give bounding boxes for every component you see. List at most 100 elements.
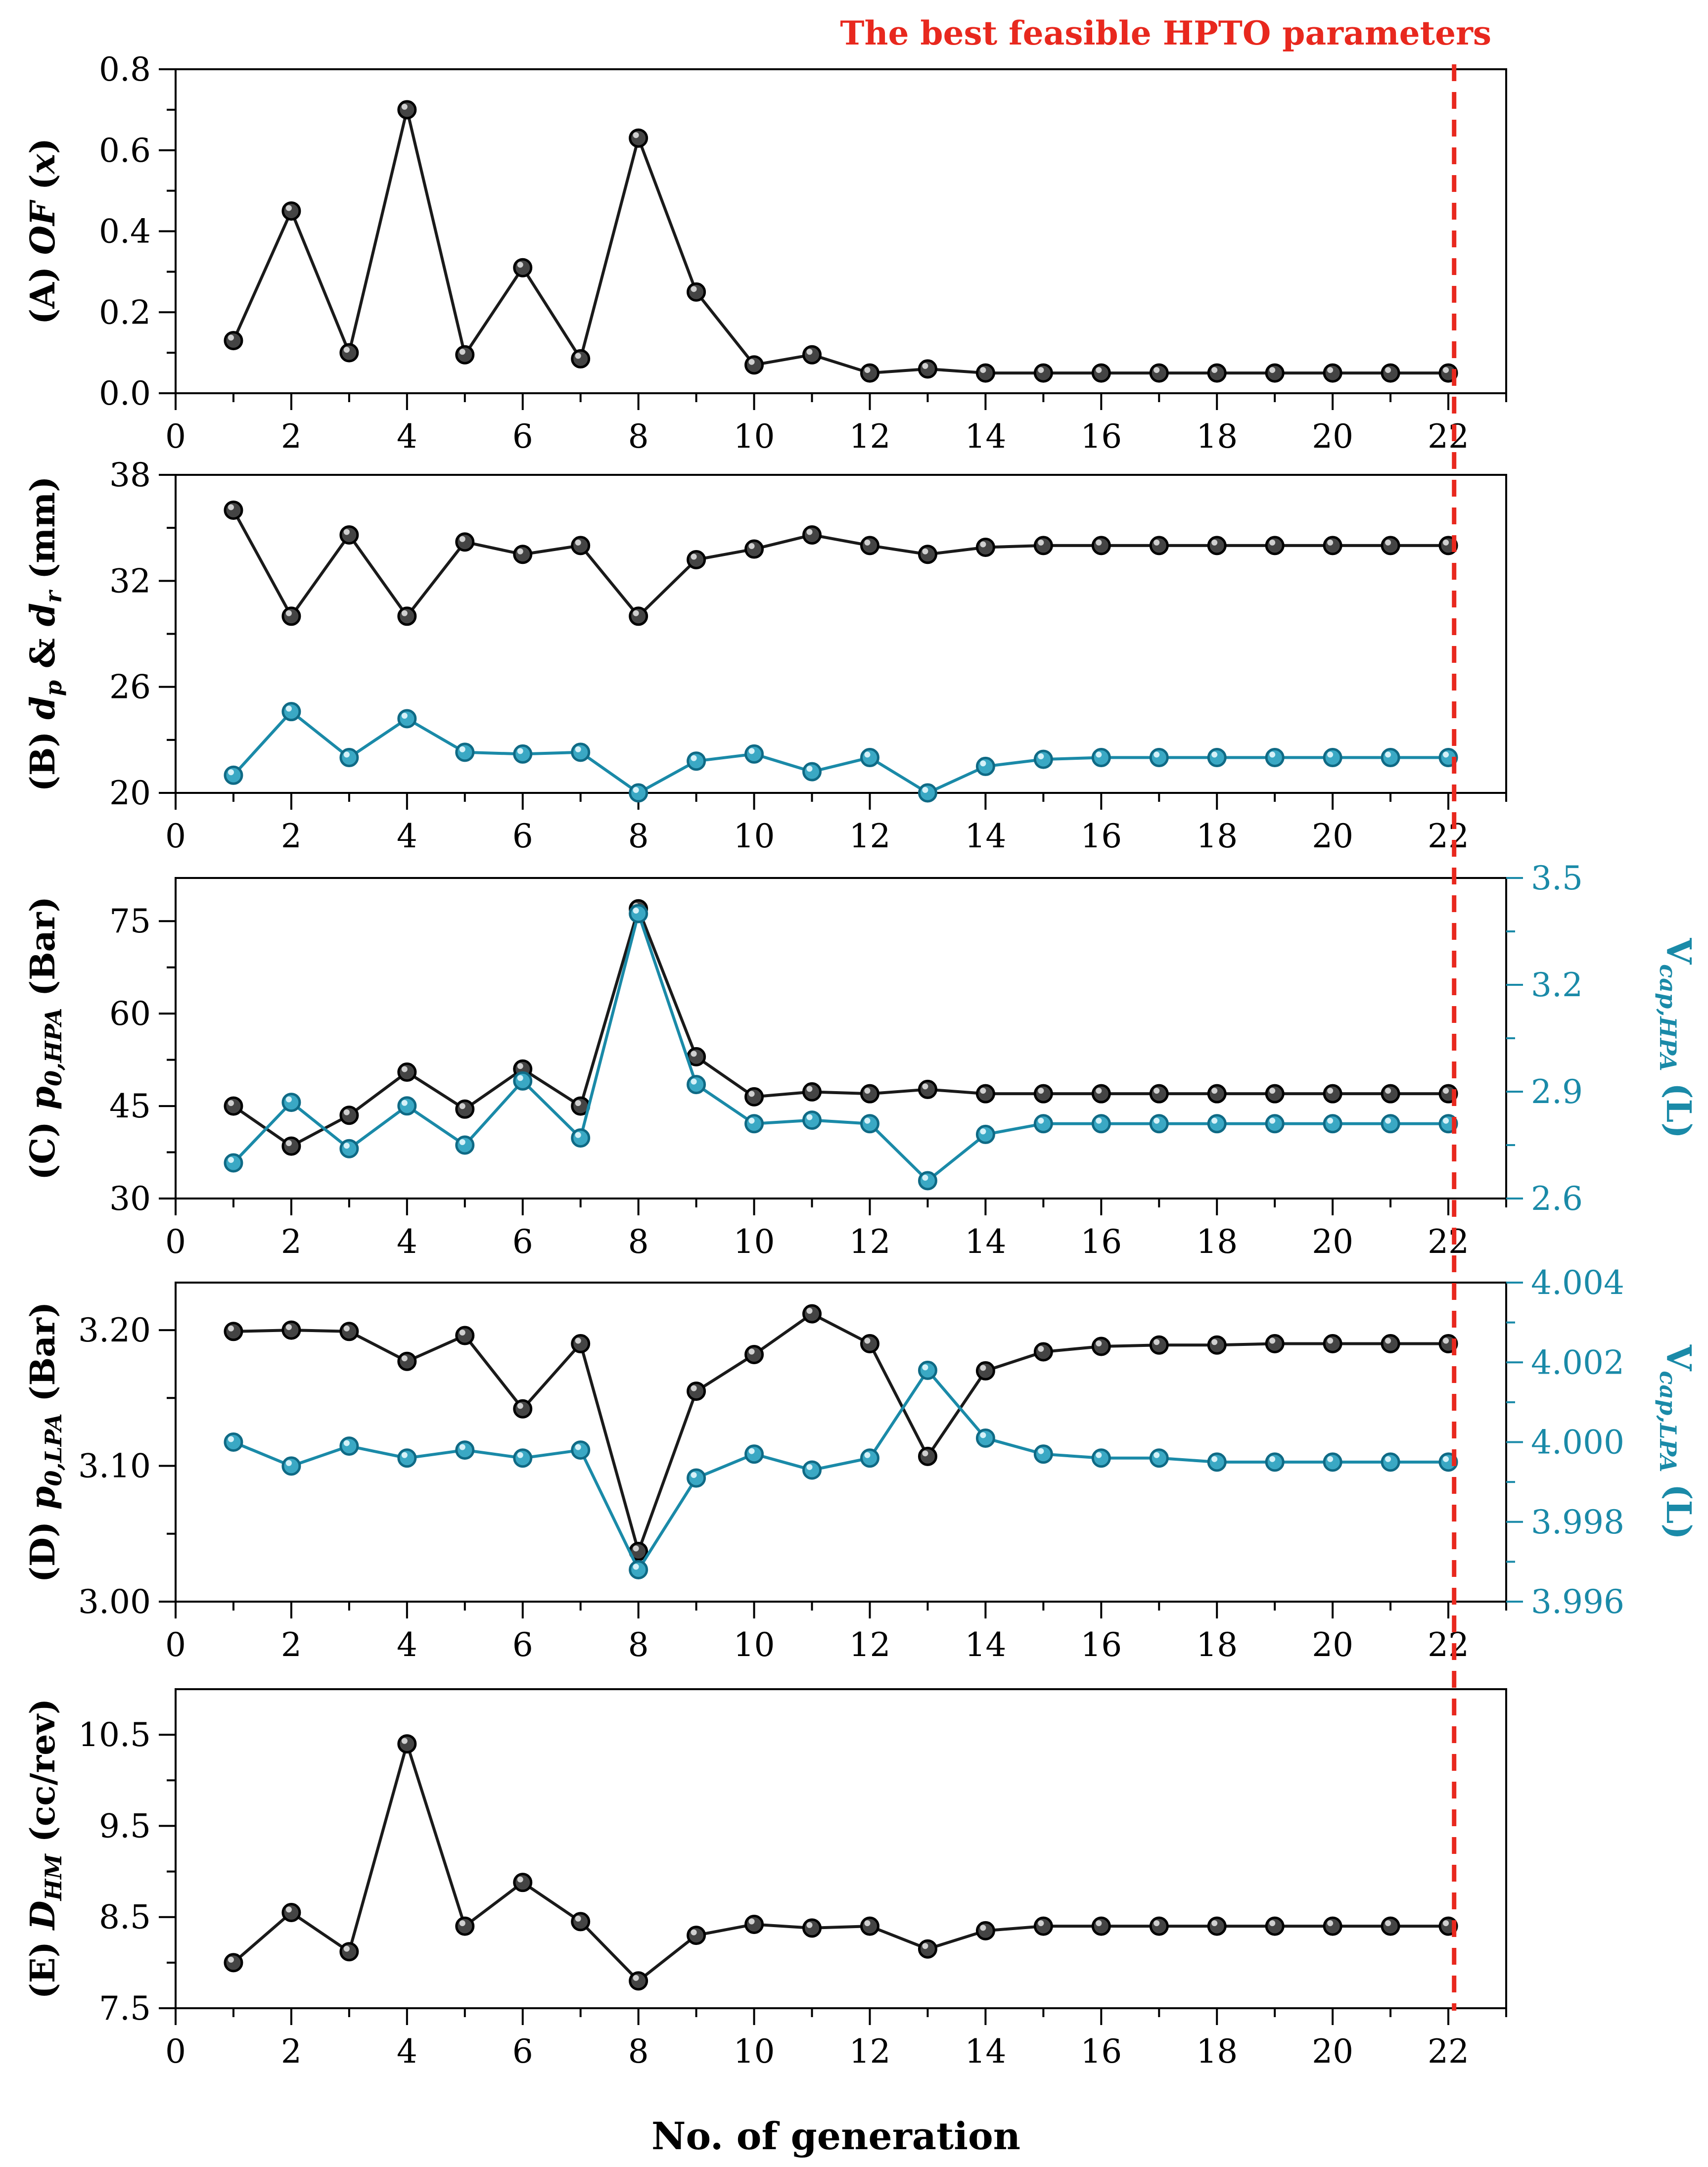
data-point — [918, 1939, 937, 1959]
x-tick-label: 14 — [965, 817, 1006, 855]
data-point-highlight — [1154, 1088, 1160, 1094]
series-line-2 — [232, 710, 1449, 794]
data-point — [1265, 536, 1285, 555]
x-tick-label: 20 — [1312, 1626, 1353, 1664]
data-point-highlight — [401, 1355, 408, 1362]
data-point — [571, 349, 591, 369]
x-tick-label: 16 — [1080, 1626, 1122, 1664]
data-point — [860, 536, 879, 555]
data-point — [975, 363, 995, 383]
x-tick-label: 10 — [734, 1223, 775, 1261]
data-point-highlight — [1443, 1337, 1449, 1344]
x-tick-label: 4 — [397, 1626, 417, 1664]
data-point — [1323, 1452, 1342, 1472]
data-point-highlight — [228, 1157, 234, 1163]
data-point — [397, 606, 417, 626]
data-point — [1149, 536, 1169, 555]
x-tick-label: 2 — [281, 817, 302, 855]
data-point-highlight — [1096, 1452, 1102, 1458]
y-tick-label: 45 — [109, 1087, 151, 1125]
data-point — [975, 537, 995, 557]
data-point-highlight — [691, 1051, 697, 1057]
x-axis-title: No. of generation — [651, 2114, 1020, 2158]
x-tick-label: 16 — [1080, 817, 1122, 855]
data-point — [975, 1361, 995, 1381]
data-point-highlight — [691, 1472, 697, 1478]
data-point — [1149, 363, 1169, 383]
data-point — [918, 1079, 937, 1099]
data-point — [1265, 363, 1285, 383]
data-point — [744, 1114, 764, 1134]
data-point-highlight — [228, 1436, 234, 1442]
x-tick-label: 14 — [965, 1626, 1006, 1664]
data-point — [1091, 1114, 1111, 1134]
data-point — [1381, 1334, 1400, 1354]
data-point — [455, 345, 475, 365]
x-tick-label: 4 — [397, 2032, 417, 2071]
data-point — [571, 1912, 591, 1932]
y-tick-label: 30 — [109, 1180, 151, 1218]
data-point-highlight — [691, 286, 697, 292]
data-point-highlight — [1385, 1337, 1391, 1344]
data-point-highlight — [633, 132, 639, 138]
data-point-highlight — [517, 1452, 523, 1458]
panel-d: 0 2 4 6 8 10 12 14 16 18 20 22 3.00 3.10 3.20 3.996 3.99… — [23, 1264, 1698, 1664]
y-tick-label: 3.00 — [78, 1583, 151, 1621]
data-point — [1381, 1084, 1400, 1104]
data-point — [339, 1942, 359, 1962]
data-point — [571, 1128, 591, 1148]
plot-frame — [175, 474, 1507, 794]
plot-frame — [175, 1688, 1507, 2009]
panel-c: 0 2 4 6 8 10 12 14 16 18 20 22 30 45 60 75 2.6 2.9 3.2 3.5 (… — [23, 859, 1698, 1261]
y-tick-label: 10.5 — [78, 1716, 151, 1754]
data-point — [744, 1444, 764, 1464]
data-point-highlight — [748, 1117, 755, 1124]
data-point-highlight — [1096, 539, 1102, 546]
data-point — [339, 1436, 359, 1456]
plot-frame — [175, 1282, 1507, 1603]
x-tick-label: 6 — [512, 817, 533, 855]
data-point-highlight — [575, 746, 581, 752]
x-tick-label: 10 — [734, 417, 775, 456]
data-point-highlight — [806, 1086, 813, 1092]
data-point-highlight — [401, 1066, 408, 1072]
x-tick-label: 8 — [628, 1223, 649, 1261]
data-point-highlight — [1096, 1117, 1102, 1124]
data-point-highlight — [864, 1088, 871, 1094]
data-point-highlight — [1211, 1117, 1218, 1124]
data-point-highlight — [980, 1088, 986, 1094]
data-point-highlight — [1211, 1088, 1218, 1094]
data-point-highlight — [1443, 539, 1449, 546]
x-tick-label: 4 — [397, 1223, 417, 1261]
data-point-highlight — [864, 1452, 871, 1458]
data-point-highlight — [459, 1103, 465, 1109]
data-point-highlight — [748, 748, 755, 754]
data-point-highlight — [691, 1385, 697, 1391]
data-point-highlight — [1443, 1088, 1449, 1094]
data-point-highlight — [228, 1100, 234, 1107]
data-point — [802, 762, 822, 782]
data-point-highlight — [1211, 751, 1218, 758]
data-point — [1149, 1335, 1169, 1355]
panel-e: 0 2 4 6 8 10 12 14 16 18 20 22 7.5 8.5 9.5 10.5 (E) DHM … — [23, 1688, 1507, 2071]
y-right-tick-label: 3.998 — [1531, 1503, 1624, 1541]
data-point — [1265, 1334, 1285, 1354]
data-point — [455, 1135, 475, 1155]
data-point-highlight — [1154, 367, 1160, 373]
data-point — [1091, 748, 1111, 768]
data-point — [339, 1139, 359, 1158]
y-right-tick-label: 4.002 — [1531, 1343, 1624, 1382]
data-point — [629, 1971, 648, 1991]
x-tick-label: 6 — [512, 2032, 533, 2071]
data-point-highlight — [1096, 1340, 1102, 1346]
data-point — [397, 1351, 417, 1371]
data-point-highlight — [1327, 1920, 1334, 1927]
data-point-highlight — [1327, 1088, 1334, 1094]
data-point — [1323, 1114, 1342, 1134]
y-axis-title-a: (A) OF (x) — [23, 138, 63, 324]
data-point — [1149, 1916, 1169, 1936]
data-point — [1207, 536, 1227, 555]
data-point — [224, 1953, 243, 1973]
data-point-highlight — [343, 1109, 350, 1115]
data-point — [281, 1093, 301, 1112]
